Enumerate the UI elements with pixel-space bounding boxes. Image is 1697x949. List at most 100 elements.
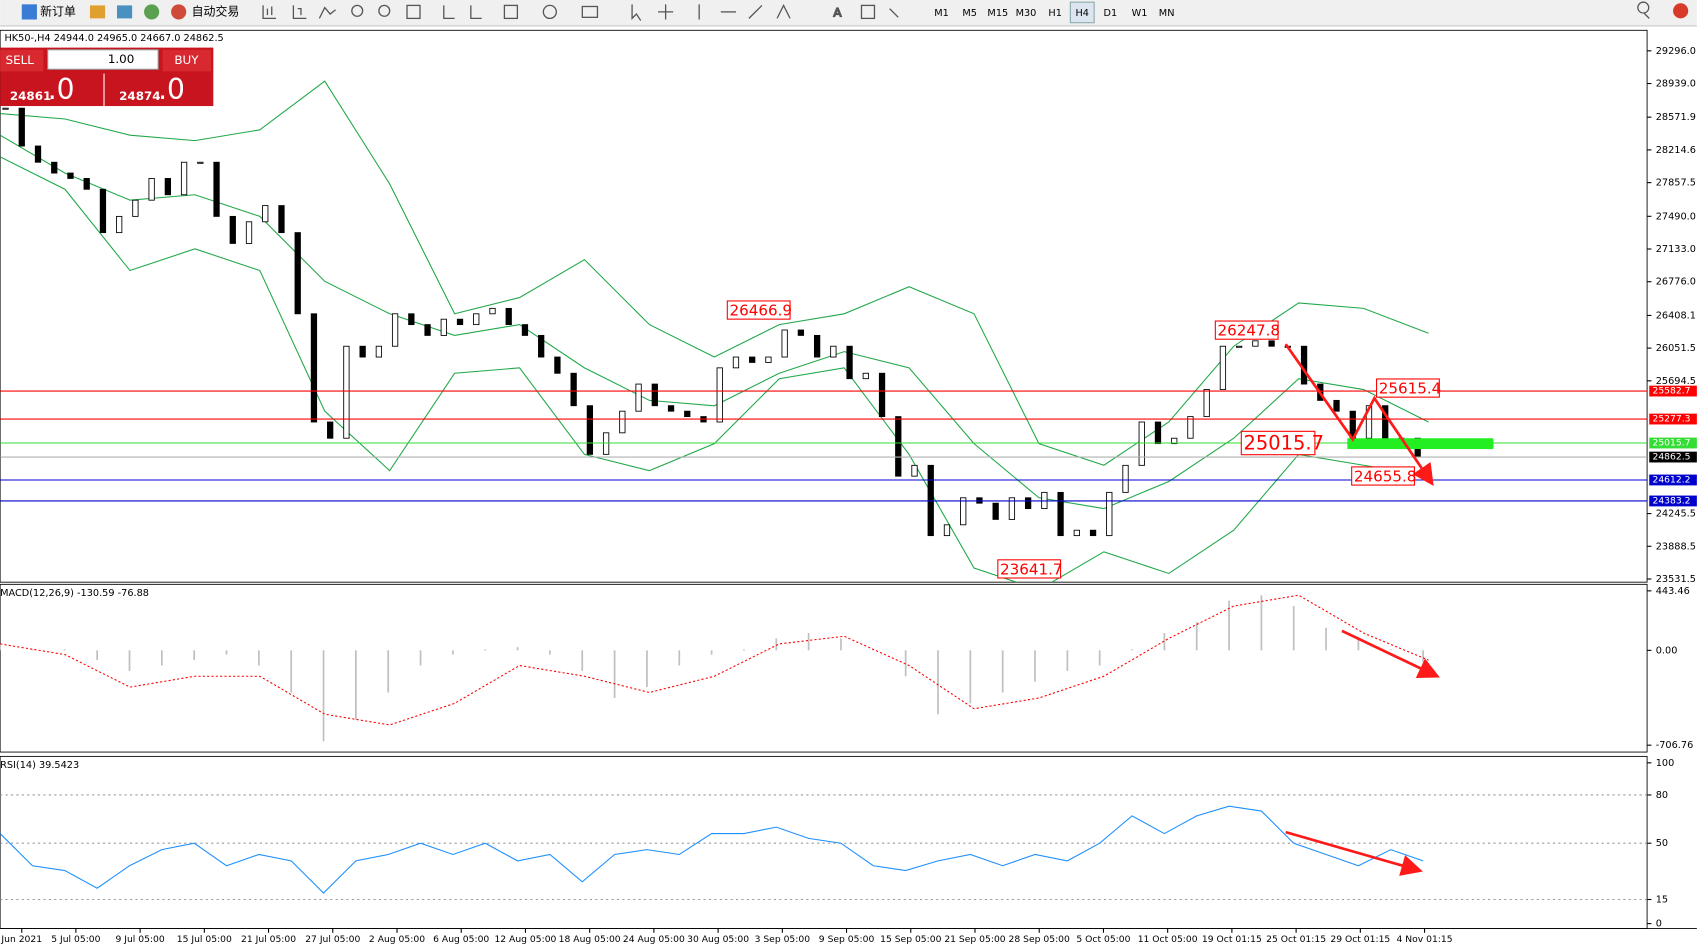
bollinger-middle xyxy=(0,134,1429,510)
new-order-button[interactable]: 新订单 xyxy=(40,4,76,18)
x-tick-label: 15 Jul 05:00 xyxy=(177,934,232,945)
candle xyxy=(1187,416,1194,439)
candle xyxy=(651,383,658,407)
lot-input[interactable] xyxy=(47,49,159,70)
support-zone xyxy=(1347,438,1494,450)
x-tick-label: 4 Nov 01:15 xyxy=(1397,934,1453,945)
level-tag xyxy=(1649,495,1697,507)
timeframe-button[interactable]: H1 xyxy=(1048,8,1062,19)
y-tick-label: 0 xyxy=(1656,919,1662,930)
x-tick-label: 29 Oct 01:15 xyxy=(1330,934,1390,945)
candle xyxy=(635,383,642,412)
timeframe-button[interactable]: M5 xyxy=(962,8,977,19)
rsi-arrow xyxy=(1285,830,1423,876)
price-annotation: 25615.4 xyxy=(1379,380,1442,398)
rsi-line xyxy=(0,805,1424,894)
candle xyxy=(197,161,204,164)
candle xyxy=(521,324,529,336)
auto-trading-icon[interactable] xyxy=(171,4,187,20)
timeframe-button[interactable]: W1 xyxy=(1132,8,1148,19)
candle xyxy=(619,410,626,434)
candle xyxy=(1008,497,1016,520)
new-order-icon[interactable] xyxy=(21,4,37,20)
candle xyxy=(586,405,594,455)
x-tick-label: 27 Jul 05:00 xyxy=(305,934,360,945)
auto-trading-button[interactable]: 自动交易 xyxy=(192,4,240,18)
y-tick-label: 24245.5 xyxy=(1656,509,1696,520)
candle xyxy=(602,432,610,455)
toolbar xyxy=(0,0,1697,26)
sell-price[interactable]: 24861 xyxy=(10,89,51,103)
current-price-label: 24862.5 xyxy=(1652,452,1690,463)
price-annotation-box xyxy=(726,300,791,320)
timeframe-button[interactable]: M15 xyxy=(987,8,1008,19)
buy-price[interactable]: 24874 xyxy=(119,89,160,103)
candle xyxy=(732,356,740,369)
timeframe-button[interactable]: H4 xyxy=(1075,8,1089,19)
sell-button[interactable] xyxy=(0,49,44,72)
candle xyxy=(992,502,999,520)
timeframe-button[interactable]: D1 xyxy=(1104,8,1118,19)
sell-fraction[interactable]: .0 xyxy=(48,73,75,106)
candle xyxy=(310,313,318,423)
candle xyxy=(1073,529,1080,537)
candle xyxy=(1122,464,1129,493)
candle xyxy=(684,410,691,418)
x-tick-label: 9 Jul 05:00 xyxy=(115,934,164,945)
candle xyxy=(116,215,123,234)
candle xyxy=(667,405,675,412)
chart-tools[interactable]: A xyxy=(262,1,1650,21)
timeframe-active[interactable] xyxy=(1069,1,1095,24)
x-tick-label: 21 Sep 05:00 xyxy=(944,934,1005,945)
x-tick-label: 28 Sep 05:00 xyxy=(1009,934,1070,945)
y-tick-label: 28571.9 xyxy=(1656,112,1696,123)
price-annotation: 26247.8 xyxy=(1217,322,1280,340)
x-tick-label: 6 Aug 05:00 xyxy=(433,934,489,945)
candle xyxy=(424,324,431,336)
candle xyxy=(911,464,918,477)
timeframe-button[interactable]: M30 xyxy=(1016,8,1037,19)
tool-icon[interactable] xyxy=(117,5,133,19)
lot-value[interactable]: 1.00 xyxy=(108,52,134,66)
level-tag xyxy=(1649,385,1697,397)
candle xyxy=(18,107,25,147)
buy-fraction[interactable]: .0 xyxy=(158,73,185,106)
x-tick-label: 25 Oct 01:15 xyxy=(1266,934,1326,945)
candle xyxy=(1333,399,1340,412)
candle xyxy=(1106,491,1113,537)
candle xyxy=(1219,345,1227,390)
candle xyxy=(1057,491,1064,537)
tool-icon[interactable] xyxy=(89,5,106,19)
candle xyxy=(1171,437,1178,445)
candle xyxy=(83,178,90,190)
price-annotation: 25015.7 xyxy=(1243,432,1324,455)
candle xyxy=(943,524,951,537)
x-tick-label: 12 Aug 05:00 xyxy=(494,934,556,945)
buy-button[interactable] xyxy=(162,49,212,72)
candle xyxy=(440,318,447,336)
sell-label[interactable]: SELL xyxy=(6,53,35,67)
candle xyxy=(716,367,723,423)
price-annotation-box xyxy=(1351,466,1415,486)
timeframe-button[interactable]: MN xyxy=(1159,8,1175,19)
candle xyxy=(164,178,171,196)
y-tick-label: 23888.5 xyxy=(1656,541,1696,552)
tool-icon[interactable] xyxy=(144,4,160,20)
candle xyxy=(538,334,545,358)
alert-badge[interactable] xyxy=(1673,3,1689,19)
candle xyxy=(489,307,496,315)
y-tick-label: 0.00 xyxy=(1656,645,1678,656)
candle xyxy=(1235,345,1243,348)
svg-text:A: A xyxy=(833,5,842,19)
y-tick-label: 50 xyxy=(1656,838,1668,849)
x-tick-label: 18 Aug 05:00 xyxy=(559,934,621,945)
price-annotation-box xyxy=(1214,320,1279,340)
timeframe-button[interactable]: M1 xyxy=(934,8,949,19)
candle xyxy=(359,345,366,358)
buy-label[interactable]: BUY xyxy=(174,53,199,67)
candle xyxy=(34,145,42,163)
y-tick-label: -706.76 xyxy=(1656,740,1694,751)
candle xyxy=(262,205,269,223)
chart-title: HK50-,H4 24944.0 24965.0 24667.0 24862.5 xyxy=(4,33,223,44)
candle xyxy=(570,372,577,407)
